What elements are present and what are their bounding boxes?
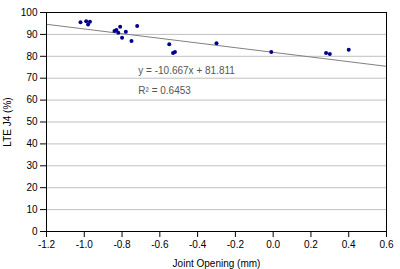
svg-text:0: 0 (32, 226, 38, 237)
svg-text:20: 20 (26, 182, 38, 193)
svg-text:0.0: 0.0 (266, 239, 280, 250)
svg-text:30: 30 (26, 160, 38, 171)
svg-text:60: 60 (26, 94, 38, 105)
svg-text:LTE J4 (%): LTE J4 (%) (2, 97, 13, 146)
svg-text:70: 70 (26, 72, 38, 83)
svg-text:-0.2: -0.2 (227, 239, 245, 250)
svg-text:R² = 0.6453: R² = 0.6453 (138, 85, 191, 96)
svg-text:40: 40 (26, 138, 38, 149)
svg-text:-1.2: -1.2 (38, 239, 56, 250)
svg-text:0.2: 0.2 (304, 239, 318, 250)
svg-text:-0.8: -0.8 (113, 239, 131, 250)
svg-text:90: 90 (26, 29, 38, 40)
svg-text:-0.4: -0.4 (189, 239, 207, 250)
svg-text:10: 10 (26, 204, 38, 215)
svg-text:50: 50 (26, 116, 38, 127)
svg-text:-0.6: -0.6 (151, 239, 169, 250)
svg-text:-1.0: -1.0 (76, 239, 94, 250)
svg-text:80: 80 (26, 51, 38, 62)
svg-text:0.4: 0.4 (342, 239, 356, 250)
svg-text:100: 100 (21, 7, 38, 18)
svg-text:Joint Opening (mm): Joint Opening (mm) (173, 258, 261, 269)
svg-text:0.6: 0.6 (380, 239, 394, 250)
svg-text:y = -10.667x + 81.811: y = -10.667x + 81.811 (138, 65, 235, 76)
